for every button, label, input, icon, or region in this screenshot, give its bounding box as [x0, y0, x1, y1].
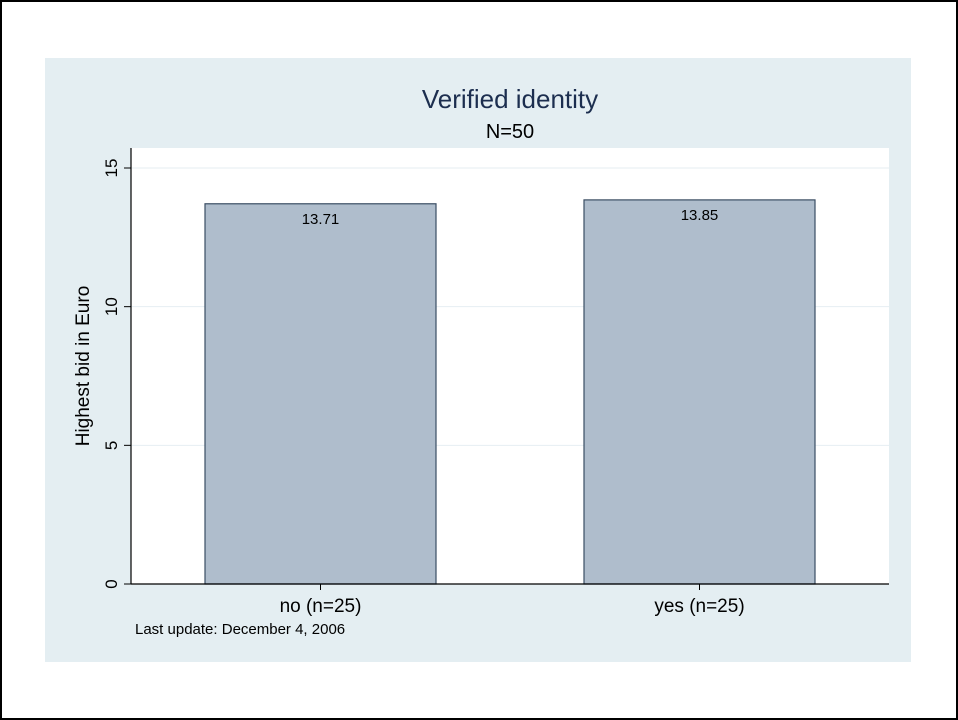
- chart-subtitle: N=50: [486, 121, 534, 143]
- bar: [583, 199, 816, 585]
- axes: 0 5 10 15 no (n=25) yes (n=25): [102, 148, 889, 617]
- bars: 13.71 13.85: [204, 199, 816, 585]
- y-tick-label: 10: [102, 297, 121, 316]
- chart-title: Verified identity: [422, 84, 598, 114]
- y-tick-label: 15: [102, 159, 121, 178]
- x-category-label: no (n=25): [280, 596, 362, 617]
- y-tick-label: 5: [102, 441, 121, 450]
- last-update-note: Last update: December 4, 2006: [135, 621, 345, 638]
- x-category-label: yes (n=25): [654, 596, 744, 617]
- bar-value-label: 13.71: [302, 211, 340, 228]
- bar: [204, 203, 437, 585]
- bar-value-label: 13.85: [681, 207, 719, 224]
- y-tick-label: 0: [102, 579, 121, 588]
- y-axis-title: Highest bid in Euro: [73, 286, 94, 447]
